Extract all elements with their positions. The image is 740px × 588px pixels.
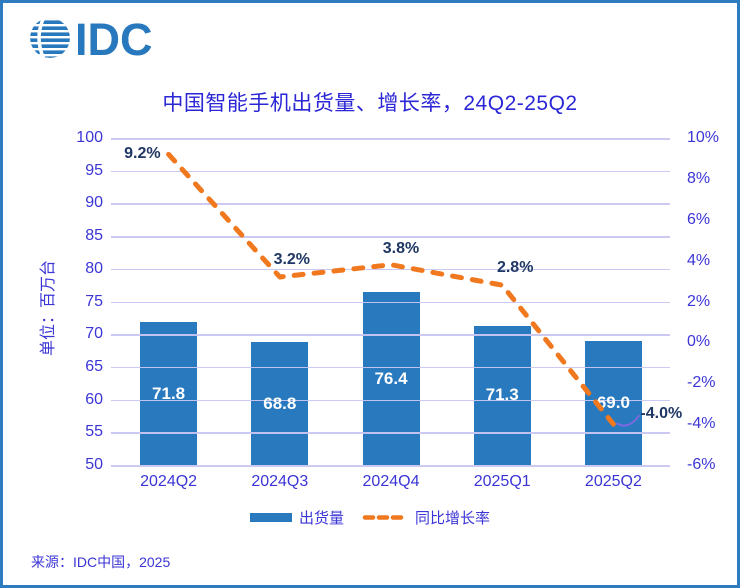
- y-axis-tick-right: 0%: [687, 333, 711, 351]
- idc-logo-text: IDC: [75, 14, 153, 62]
- source-note: 来源：IDC中国，2025: [31, 554, 171, 570]
- line-point-label: 3.2%: [273, 250, 311, 268]
- y-axis-tick-right: 8%: [687, 169, 711, 187]
- legend: 出货量 同比增长率: [3, 507, 737, 528]
- y-axis-tick-left: 95: [85, 161, 103, 179]
- bar-value-label: 76.4: [374, 368, 408, 388]
- legend-bar-swatch: [249, 513, 292, 522]
- y-axis-tick-left: 70: [85, 325, 103, 343]
- line-point-label: 2.8%: [496, 259, 534, 277]
- x-axis-label: 2025Q2: [584, 473, 642, 490]
- y-axis-tick-right: 2%: [687, 292, 711, 310]
- y-axis-tick-left: 75: [85, 292, 103, 310]
- y-axis-tick-left: 50: [85, 456, 103, 473]
- x-axis-label: 2024Q3: [251, 473, 309, 490]
- legend-item-growth: 同比增长率: [362, 507, 490, 528]
- bar-value-label: 71.8: [152, 383, 186, 403]
- bar-value-label: 68.8: [263, 393, 297, 413]
- gridline: [111, 432, 670, 434]
- x-axis-label: 2024Q2: [140, 473, 198, 490]
- line-point-label: 9.2%: [124, 145, 161, 163]
- gridline: [111, 203, 670, 205]
- left-axis-title: 单位：百万台: [40, 259, 57, 357]
- y-axis-tick-left: 60: [85, 390, 103, 408]
- bar-value-label: 69.0: [596, 392, 630, 412]
- gridline: [111, 334, 670, 336]
- y-axis-tick-left: 65: [85, 357, 103, 375]
- gridline: [111, 465, 670, 467]
- gridline: [111, 399, 670, 402]
- y-axis-tick-left: 90: [85, 194, 103, 212]
- gridline: [111, 170, 670, 173]
- gridline: [111, 268, 670, 271]
- legend-line-label: 同比增长率: [415, 510, 491, 527]
- y-axis-tick-left: 80: [85, 259, 103, 277]
- y-axis-tick-right: 4%: [687, 251, 711, 269]
- legend-dash-swatch: [362, 515, 404, 520]
- gridline: [111, 138, 670, 140]
- y-axis-tick-left: 100: [76, 129, 103, 146]
- legend-bar-label: 出货量: [298, 510, 344, 527]
- idc-logo: IDC: [30, 14, 153, 62]
- y-axis-tick-left: 85: [85, 227, 103, 245]
- idc-globe-icon: [30, 18, 70, 58]
- gridline: [111, 236, 670, 238]
- y-axis-tick-right: -6%: [687, 456, 716, 473]
- line-point-label: -4.0%: [640, 405, 683, 423]
- y-axis-tick-right: 10%: [687, 129, 720, 146]
- line-point-label: 3.8%: [382, 239, 420, 257]
- legend-item-shipments: 出货量: [249, 507, 344, 528]
- bar-value-label: 71.3: [485, 385, 519, 405]
- x-axis-label: 2025Q1: [473, 473, 531, 490]
- y-axis-tick-left: 55: [85, 423, 103, 441]
- gridline: [111, 301, 670, 303]
- y-axis-tick-right: 6%: [687, 210, 711, 228]
- x-axis-label: 2024Q4: [362, 473, 420, 490]
- y-axis-tick-right: -2%: [687, 374, 716, 392]
- chart-title: 中国智能手机出货量、增长率，24Q2-25Q2: [162, 92, 578, 115]
- y-axis-tick-right: -4%: [687, 415, 716, 433]
